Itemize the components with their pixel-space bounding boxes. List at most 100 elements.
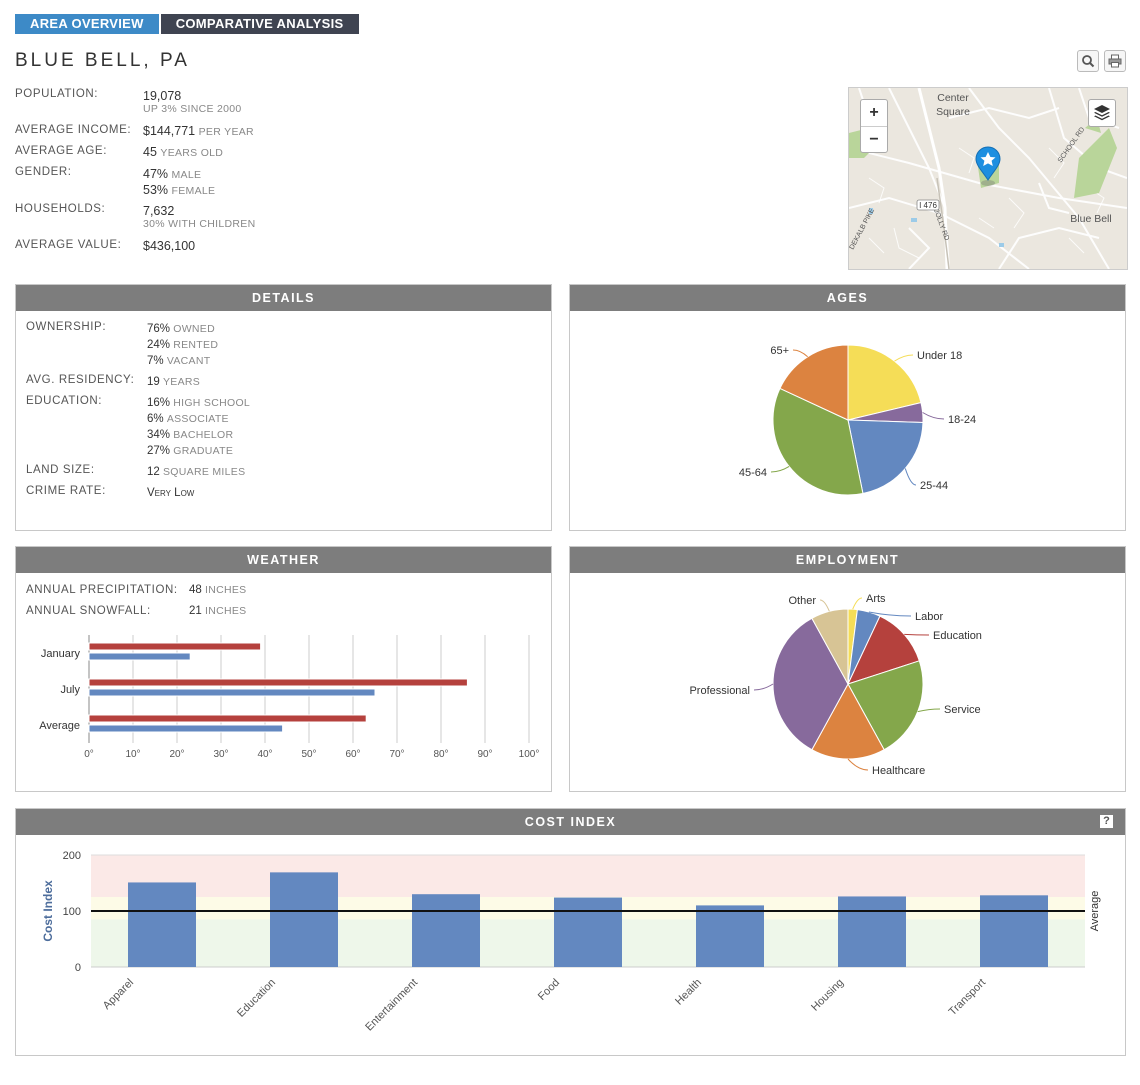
map-label-i476: I 476 [919, 201, 937, 210]
cost-tick-label: 0 [75, 962, 81, 974]
weather-bar[interactable] [88, 642, 262, 651]
panel-title: EMPLOYMENT [570, 547, 1125, 573]
detail-label: OWNERSHIP: [26, 321, 107, 333]
tab-area-overview[interactable]: AREA OVERVIEW [15, 14, 159, 34]
weather-bar[interactable] [88, 688, 376, 697]
stat-value: 19,078 UP 3% SINCE 2000 [143, 89, 242, 115]
map-layers-button[interactable] [1088, 99, 1116, 127]
weather-bar[interactable] [88, 714, 367, 723]
detail-value: 21 INCHES [189, 605, 247, 617]
employment-connector [819, 599, 830, 612]
weather-bar[interactable] [88, 678, 468, 687]
panel-title: WEATHER [16, 547, 551, 573]
layers-icon [1094, 105, 1110, 121]
print-icon [1108, 54, 1122, 68]
employment-connector [904, 633, 930, 636]
ages-label: 65+ [770, 345, 789, 357]
employment-label: Service [944, 704, 981, 716]
employment-pie-chart: Arts Labor Education Service Healthcare Profe… [689, 593, 982, 777]
cost-bar[interactable] [696, 905, 764, 967]
detail-label: EDUCATION: [26, 395, 103, 407]
detail-value: Very Low [147, 487, 195, 499]
stat-value: $436,100 [143, 239, 196, 253]
print-button[interactable] [1104, 50, 1126, 72]
map-label-blue-bell: Blue Bell [1070, 213, 1111, 225]
location-map[interactable]: I 476 Center Square Blue Bell JOLLY RD D… [848, 87, 1128, 270]
ages-label: 45-64 [739, 467, 767, 479]
cost-bar[interactable] [412, 894, 480, 967]
search-button[interactable] [1077, 50, 1099, 72]
map-tiles: I 476 Center Square Blue Bell JOLLY RD D… [849, 88, 1127, 269]
employment-label: Other [788, 595, 816, 607]
employment-slice[interactable] [847, 615, 920, 685]
weather-bar[interactable] [88, 652, 191, 661]
weather-tick-label: 70° [389, 749, 404, 760]
detail-label: ANNUAL PRECIPITATION: [26, 584, 178, 596]
detail-value: 76% OWNED 24% RENTED 7% VACANT [147, 323, 219, 367]
weather-category-label: January [41, 648, 81, 660]
map-label-center-square: Center [937, 92, 969, 104]
detail-label: CRIME RATE: [26, 485, 106, 497]
detail-label: AVG. RESIDENCY: [26, 374, 135, 386]
employment-panel: EMPLOYMENT Arts Labor Education Service Heal… [569, 546, 1126, 792]
details-panel: DETAILS OWNERSHIP: 76% OWNED 24% RENTED … [15, 284, 552, 531]
map-label-center-square: Square [936, 106, 970, 118]
detail-label: LAND SIZE: [26, 464, 95, 476]
cost-bar[interactable] [270, 872, 338, 967]
stat-value: 47% MALE 53% FEMALE [143, 167, 216, 197]
stat-label: AVERAGE INCOME: [15, 124, 132, 136]
cost-index-bar-chart: 0 100 200 Cost Index Apparel Education Enterta… [41, 850, 1101, 1034]
help-button[interactable]: ? [1100, 815, 1113, 828]
ages-slice[interactable] [772, 387, 864, 496]
cost-bar[interactable] [554, 897, 622, 967]
cost-category-label: Transport [947, 977, 988, 1018]
employment-connector [917, 708, 941, 713]
cost-ylabel: Cost Index [41, 880, 55, 942]
employment-slice[interactable] [811, 682, 885, 760]
ages-connector [792, 349, 808, 358]
cost-category-label: Food [536, 977, 562, 1003]
weather-category-label: July [60, 684, 80, 696]
stat-value: $144,771 PER YEAR [143, 124, 254, 138]
weather-tick-label: 50° [301, 749, 316, 760]
employment-slice[interactable] [772, 617, 849, 751]
employment-label: Healthcare [872, 765, 925, 777]
stat-label: HOUSEHOLDS: [15, 203, 106, 215]
weather-tick-label: 60° [345, 749, 360, 760]
cost-tick-label: 200 [63, 850, 81, 862]
weather-tick-label: 40° [257, 749, 272, 760]
weather-tick-label: 30° [213, 749, 228, 760]
ages-connector [770, 466, 790, 473]
cost-category-label: Education [235, 977, 278, 1020]
detail-value: 19 YEARS [147, 376, 201, 388]
weather-bar[interactable] [88, 724, 284, 733]
weather-tick-label: 20° [169, 749, 184, 760]
weather-bar-chart: 0° 10° 20° 30° 40° 50° 60° 70° 80° 90° 100° January… [39, 635, 540, 760]
cost-bar[interactable] [980, 895, 1048, 967]
tab-comparative-analysis[interactable]: COMPARATIVE ANALYSIS [160, 14, 359, 34]
panel-title: AGES [570, 285, 1125, 311]
ages-connector [922, 412, 945, 420]
zoom-out-button[interactable]: − [869, 131, 879, 148]
cost-category-label: Apparel [101, 977, 136, 1012]
ages-label: Under 18 [917, 350, 962, 362]
zoom-in-button[interactable]: + [861, 100, 887, 127]
ages-slice[interactable] [847, 419, 924, 495]
employment-connector [753, 683, 774, 691]
detail-label: ANNUAL SNOWFALL: [26, 605, 151, 617]
cost-band-high [91, 855, 1085, 897]
employment-label: Education [933, 630, 982, 642]
location-marker-icon[interactable] [975, 146, 1001, 186]
employment-slice[interactable] [847, 660, 924, 751]
ages-label: 18-24 [948, 414, 976, 426]
search-icon [1082, 55, 1095, 68]
cost-bar[interactable] [838, 896, 906, 967]
employment-connector [868, 611, 912, 617]
cost-bar[interactable] [128, 882, 196, 967]
ages-connector [894, 354, 914, 362]
weather-tick-label: 10° [125, 749, 140, 760]
detail-value: 48 INCHES [189, 584, 247, 596]
weather-tick-label: 100° [519, 749, 540, 760]
weather-tick-label: 80° [433, 749, 448, 760]
weather-panel: WEATHER ANNUAL PRECIPITATION: 48 INCHES … [15, 546, 552, 792]
